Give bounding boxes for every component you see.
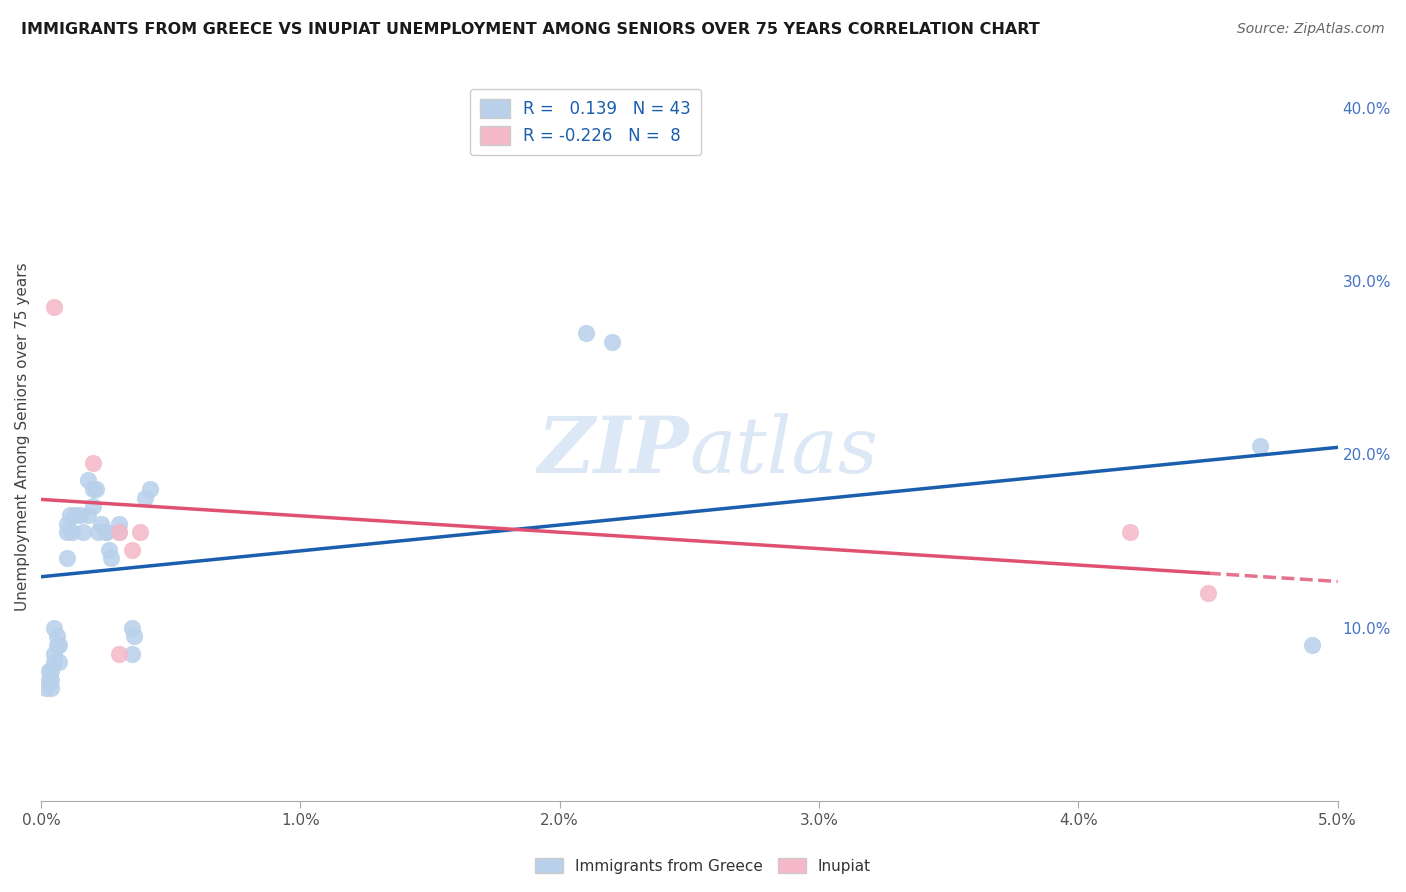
Text: atlas: atlas [689, 414, 879, 490]
Point [42, 656, 65, 670]
Point [41, 664, 63, 678]
Point [108, 525, 131, 540]
Point [124, 629, 146, 643]
Legend: R =   0.139   N = 43, R = -0.226   N =  8: R = 0.139 N = 43, R = -0.226 N = 8 [470, 88, 702, 155]
Point [56, 525, 79, 540]
Point [128, 525, 150, 540]
Point [59, 508, 82, 522]
Point [69, 508, 91, 522]
Point [97, 542, 120, 557]
Point [45, 629, 67, 643]
Point [94, 525, 117, 540]
Legend: Immigrants from Greece, Inupiat: Immigrants from Greece, Inupiat [529, 852, 877, 880]
Point [1249, 439, 1271, 453]
Point [38, 673, 60, 687]
Point [1301, 638, 1323, 652]
Point [76, 508, 98, 522]
Point [84, 482, 107, 496]
Point [139, 482, 162, 496]
Text: IMMIGRANTS FROM GREECE VS INUPIAT UNEMPLOYMENT AMONG SENIORS OVER 75 YEARS CORRE: IMMIGRANTS FROM GREECE VS INUPIAT UNEMPL… [21, 22, 1040, 37]
Text: Source: ZipAtlas.com: Source: ZipAtlas.com [1237, 22, 1385, 37]
Point [41, 673, 63, 687]
Point [134, 491, 156, 505]
Point [82, 500, 104, 514]
Point [42, 647, 65, 661]
Point [121, 542, 143, 557]
Point [82, 482, 104, 496]
Point [82, 456, 104, 470]
Point [72, 525, 94, 540]
Point [41, 681, 63, 696]
Point [108, 525, 131, 540]
Point [100, 551, 122, 566]
Point [45, 638, 67, 652]
Point [108, 516, 131, 531]
Point [121, 621, 143, 635]
Point [90, 516, 112, 531]
Point [42, 621, 65, 635]
Point [48, 656, 70, 670]
Point [1119, 525, 1142, 540]
Point [38, 664, 60, 678]
Point [600, 334, 623, 349]
Point [48, 638, 70, 652]
Point [35, 681, 58, 696]
Point [121, 647, 143, 661]
Point [87, 525, 110, 540]
Text: ZIP: ZIP [537, 413, 689, 490]
Point [42, 300, 65, 314]
Point [60, 525, 83, 540]
Point [94, 525, 117, 540]
Point [63, 508, 86, 522]
Y-axis label: Unemployment Among Seniors over 75 years: Unemployment Among Seniors over 75 years [15, 263, 30, 611]
Point [575, 326, 598, 340]
Point [76, 474, 98, 488]
Point [1197, 586, 1219, 600]
Point [56, 551, 79, 566]
Point [108, 647, 131, 661]
Point [56, 516, 79, 531]
